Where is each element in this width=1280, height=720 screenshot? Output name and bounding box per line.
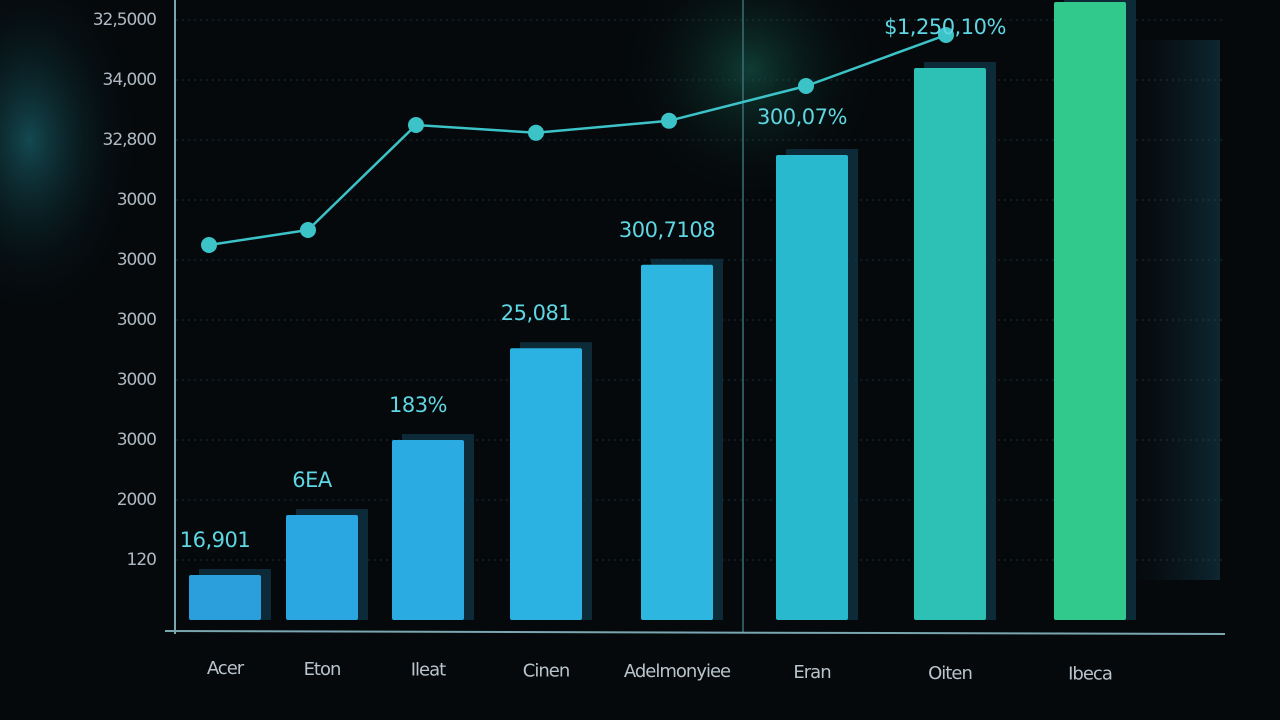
annotation: 300,7108 — [619, 218, 715, 242]
y-tick-label: 3000 — [117, 370, 156, 390]
y-tick-label: 32,5000 — [93, 10, 156, 30]
x-tick-label: Acer — [207, 658, 245, 679]
annotation: 183% — [389, 393, 447, 417]
line-point — [798, 78, 814, 94]
x-tick-label: Oiten — [928, 663, 972, 684]
y-tick-label: 34,000 — [103, 70, 157, 90]
line-point — [408, 117, 424, 133]
x-tick-label: Eran — [793, 662, 830, 683]
annotation: 6EA — [292, 468, 333, 492]
bar — [286, 515, 358, 620]
y-tick-label: 120 — [127, 550, 157, 570]
x-tick-label: Adelmonyiee — [624, 661, 731, 682]
y-tick-label: 32,800 — [103, 130, 157, 150]
annotation: $1,250,10% — [884, 15, 1006, 39]
x-axis — [164, 630, 1226, 635]
x-tick-label: Ileat — [411, 660, 446, 681]
line-point — [528, 124, 544, 141]
annotation: 300,07% — [757, 105, 847, 129]
glow — [0, 0, 140, 320]
bar — [392, 440, 464, 620]
annotation: 16,901 — [180, 528, 250, 552]
annotation: 25,081 — [501, 301, 571, 325]
x-tick-label: Cinen — [523, 660, 569, 681]
y-tick-label: 3000 — [117, 190, 156, 210]
bar — [914, 68, 986, 620]
line-point — [300, 222, 316, 238]
line-point — [201, 237, 217, 253]
y-tick-label: 2000 — [117, 490, 156, 510]
y-tick-label: 3000 — [117, 310, 156, 330]
bar — [510, 348, 582, 620]
bar — [1054, 2, 1126, 620]
line-point — [938, 27, 954, 43]
labels: 120 2000 3000 3000 3000 3000 3000 32,800 34,000 3… — [93, 10, 1113, 685]
bar — [776, 155, 848, 620]
line-point — [661, 112, 677, 129]
x-tick-label: Eton — [304, 659, 341, 680]
marks — [189, 0, 1136, 620]
y-tick-label: 3000 — [117, 430, 156, 450]
bar — [189, 575, 261, 620]
x-tick-label: Ibeca — [1068, 664, 1112, 685]
screen-panel — [1130, 40, 1220, 580]
bar — [641, 264, 713, 620]
y-tick-label: 3000 — [117, 250, 156, 270]
